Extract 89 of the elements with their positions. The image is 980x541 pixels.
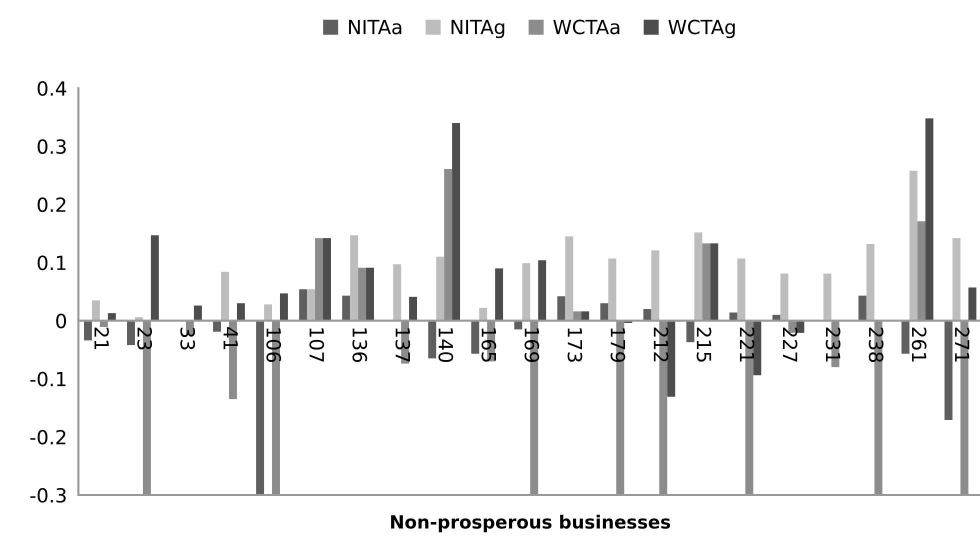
x-tick-label: 215 [696,328,712,362]
bar [236,303,245,321]
legend-label: NITAa [349,20,402,34]
bar [522,263,530,321]
bar [280,293,288,321]
x-tick-label: 261 [912,328,926,362]
bar [366,268,374,321]
legend-label: NITAg [452,20,504,38]
bar [428,320,436,358]
bar [608,258,616,321]
x-tick-label: 21 [94,328,109,350]
x-tick-label: 227 [782,328,798,362]
bar [643,309,652,321]
bar [710,243,718,321]
bar [600,303,608,321]
x-tick-label: 271 [955,328,970,362]
bar [557,296,566,321]
x-tick-label: 238 [868,328,884,362]
y-tick-label: 0.2 [38,197,66,212]
bar [796,320,804,333]
bar [444,168,452,321]
bar [194,306,202,321]
bar [694,232,702,321]
x-tick-label: 140 [438,328,454,362]
bar [92,300,100,321]
bar [925,118,934,321]
bar [471,320,480,354]
bar [479,308,488,321]
bar [350,235,358,321]
bar [393,264,402,321]
bar [686,320,694,342]
y-tick-label: -0.2 [30,430,66,445]
x-tick-label: 165 [482,328,496,362]
x-tick-label: 173 [568,328,582,362]
bar [651,250,660,321]
x-tick-label: 137 [395,328,410,362]
y-tick-label: -0.3 [30,488,66,503]
y-tick-label: -0.1 [30,372,66,386]
bar [323,238,331,321]
bar [84,320,92,340]
bar [968,288,976,321]
bar [952,238,960,321]
bar [409,296,418,321]
bar [858,296,866,321]
x-tick-label: 107 [309,328,324,362]
x-tick-label: 23 [137,328,152,350]
x-tick-label: 41 [224,327,238,350]
y-tick-label: 0 [56,314,66,328]
bar [702,243,710,321]
x-tick-label: 212 [654,328,668,362]
bar [866,244,874,321]
bar [737,258,746,321]
bar [299,289,308,321]
x-tick-label: 33 [180,328,196,350]
x-tick-label: 231 [826,328,840,362]
bar [823,274,832,321]
y-tick-label: 0.1 [38,255,66,270]
legend-label: WCTAg [668,20,735,38]
bar [917,221,926,321]
bar [256,320,264,496]
bar [944,320,952,420]
bar [264,304,272,321]
x-tick-label: 221 [740,328,754,362]
bar [315,238,324,321]
bar [452,123,460,321]
x-axis-title: Non-prosperous businesses [391,514,670,532]
bar [127,320,135,346]
legend-label: WCTAa [553,20,620,34]
bar [667,320,676,397]
bar [780,274,788,321]
bar [538,260,546,321]
bar [150,235,159,321]
bar [495,268,504,321]
x-tick-label: 179 [610,328,626,362]
y-tick-label: 0.4 [38,81,66,96]
y-tick-label: 0.3 [38,139,66,154]
bar [358,268,366,321]
x-tick-label: 106 [266,328,282,362]
bar [221,272,229,321]
bar [909,170,918,321]
bar [342,296,350,321]
bar [307,289,316,321]
bar [753,320,762,376]
x-tick-label: 169 [524,328,540,362]
bar [436,256,444,321]
bar [213,320,222,332]
x-tick-label: 136 [352,328,368,362]
bar [902,320,910,354]
bar [565,236,574,321]
